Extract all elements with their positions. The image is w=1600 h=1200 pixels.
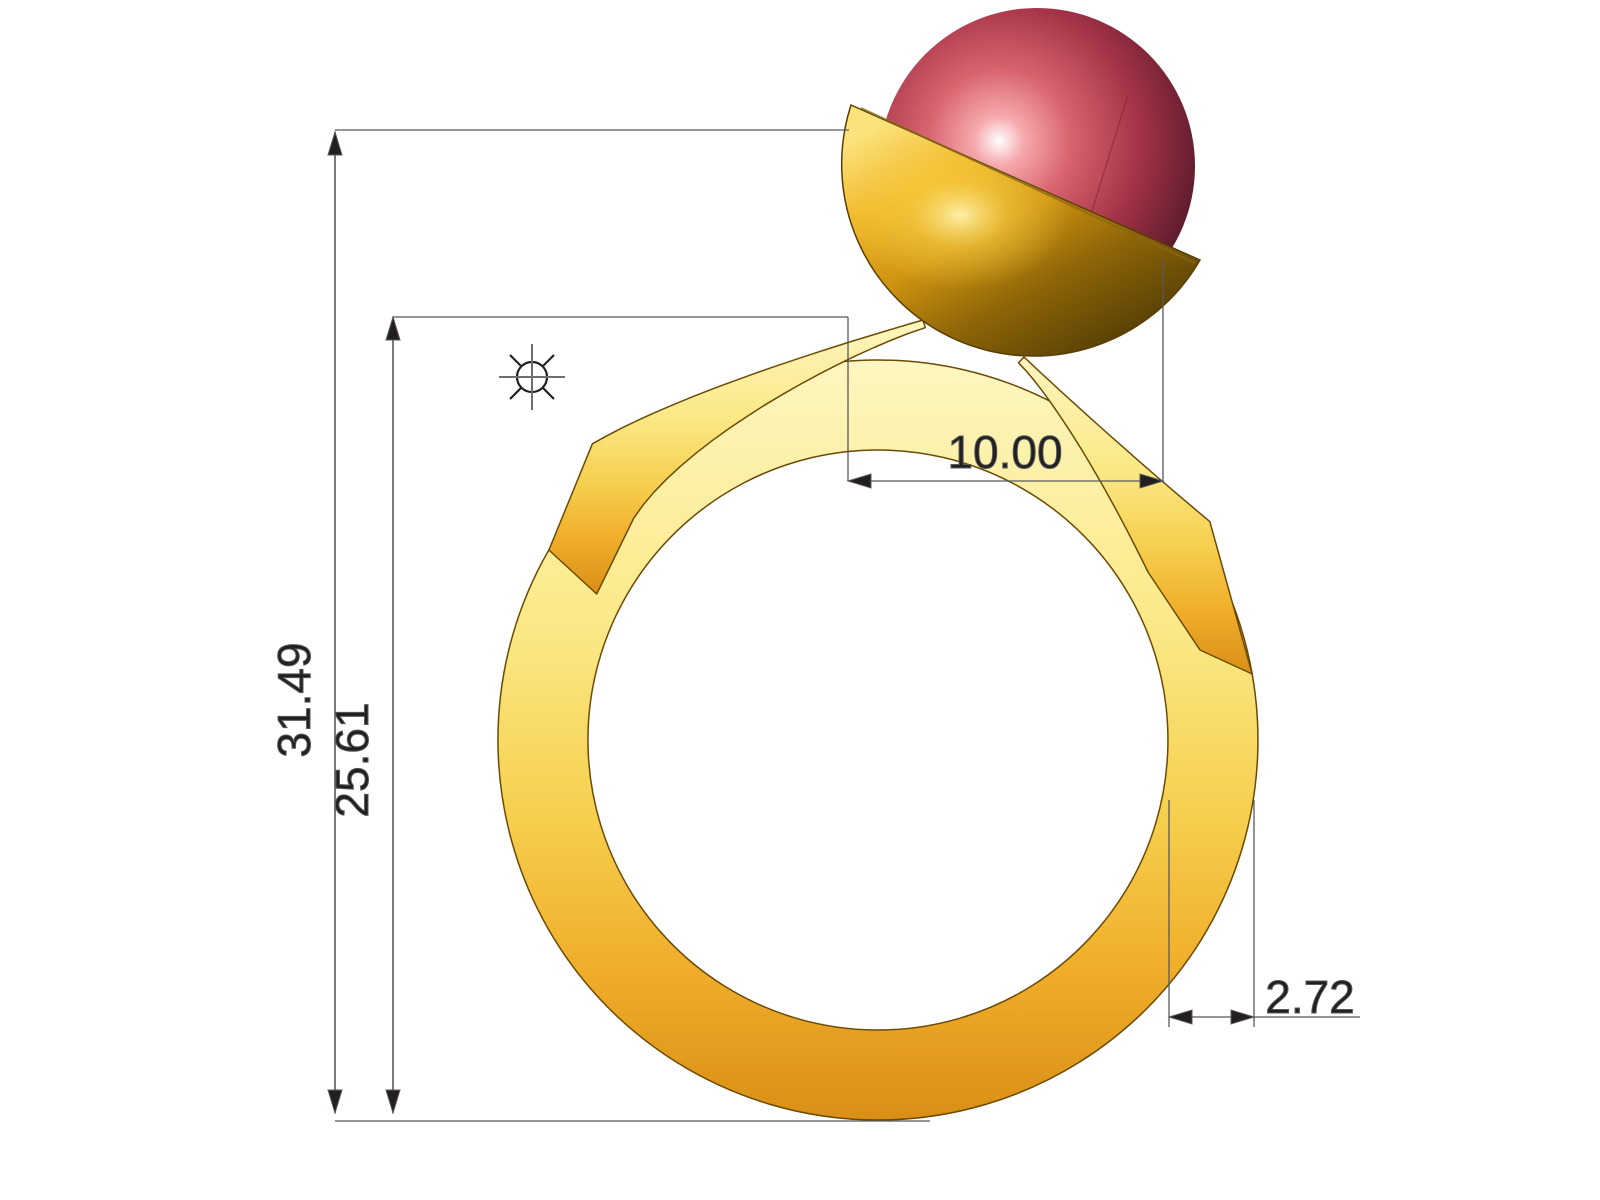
svg-text:10.00: 10.00	[947, 426, 1062, 478]
svg-text:2.72: 2.72	[1265, 971, 1355, 1023]
svg-text:25.61: 25.61	[326, 702, 378, 817]
svg-text:31.49: 31.49	[268, 642, 320, 757]
